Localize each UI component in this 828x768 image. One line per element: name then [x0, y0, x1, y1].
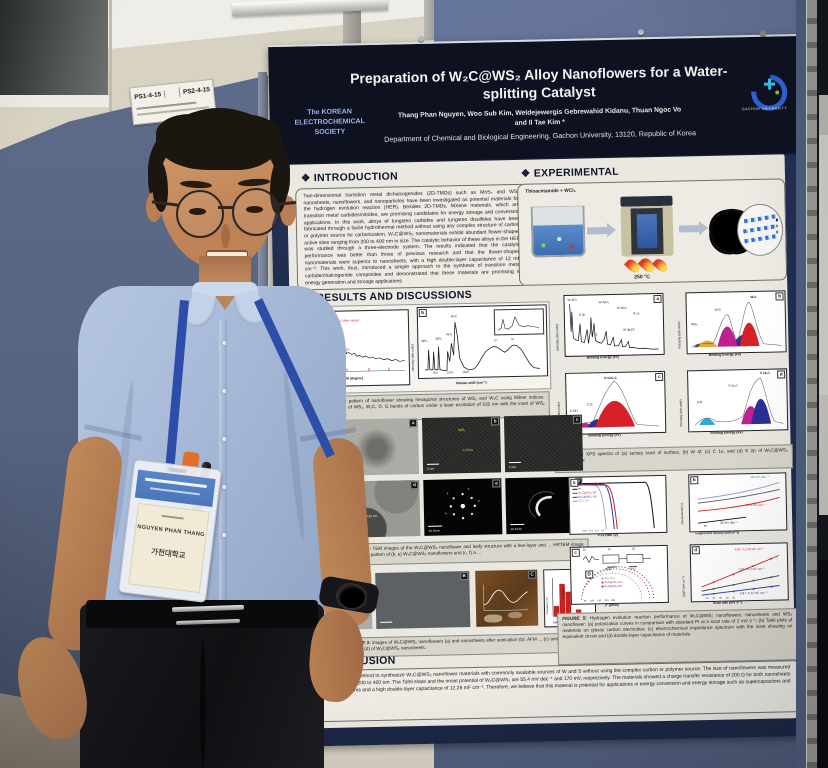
fig5-polarization-panel: a Pt W₂C@WS₂ NF W₂C@WS₂ NS WS₂ NFs -0.6 … [568, 474, 668, 535]
cdl-lines [701, 555, 780, 596]
fig5-cdl-panel: d Cdl = 12.28 mF cm⁻² Cdl = 6.2 mF cm⁻² … [689, 542, 789, 603]
fig4-s2p-panel: d S-O S 2p₁/₂ S 2p₃/₂ [687, 368, 789, 433]
person-eye-right [246, 206, 263, 213]
person-pants-crease [200, 640, 206, 768]
wall-seam [109, 0, 112, 180]
xps-c1s-peaks [573, 380, 660, 428]
fig5-tafel-panel: b 80 mV dec⁻¹ 55.4 mV dec⁻¹ 31 mV dec⁻¹ … [688, 472, 788, 533]
person-glasses-bridge [218, 206, 234, 209]
adjacent-poster-sliver [819, 95, 828, 515]
person-temple-hair-left [152, 160, 168, 212]
badge-name: NGUYEN PHAN THANG [136, 524, 206, 539]
figure4: Intensity (arb.units) a W 4f₇/₂ S 2p S 2… [551, 288, 792, 445]
fig4-survey-panel: a W 4f₇/₂ S 2p S 2s W 4d₅/₂ W 4p₃/₂ O 1s… [563, 292, 665, 357]
raman-inset [493, 308, 545, 336]
badge-card: NGUYEN PHAN THANG 가천대학교 [128, 502, 210, 594]
xps-s2p-peaks [694, 377, 784, 426]
shirt-button-5 [221, 532, 227, 538]
raman-curve [424, 322, 541, 371]
shirt-button-2 [221, 388, 227, 394]
badge-header-line-1 [144, 477, 207, 489]
shirt-button-4 [221, 484, 227, 490]
saed-panel-e: e 10 1/nm [423, 478, 503, 536]
fig4-c1s-panel: c C-OH C-O C=C/C-C [565, 370, 667, 435]
saed-panel-f: f 10 1/nm [505, 476, 585, 535]
person-eye-left [189, 208, 206, 215]
xps-w4f-peaks [691, 301, 782, 348]
frame-pole [806, 0, 818, 768]
name-badge: NGUYEN PHAN THANG 가천대학교 [118, 459, 222, 603]
polarization-curves [575, 481, 655, 530]
person-fringe [156, 114, 282, 170]
shirt-button-1 [221, 340, 227, 346]
fig4-w4f-panel: b WO₃ W-S W-C [685, 290, 787, 355]
badge-hole [168, 467, 187, 474]
person-nose-shadow [221, 224, 230, 248]
saed-arc [528, 491, 555, 518]
fig1-raman-panel: b WS₂ SiO₂ W-C W-C D G 500 1000 1500 [416, 304, 549, 380]
fig3-afm-panel: C [475, 569, 539, 627]
afm-profile-inset [483, 584, 529, 611]
badge-affiliation: 가천대학교 [150, 546, 186, 561]
raman-inset-curve [497, 316, 540, 331]
figure5: Current density (mA cm⁻²) a Pt W₂C@WS₂ N… [554, 472, 797, 607]
board-right-gap [796, 0, 808, 768]
saed-spots [445, 488, 480, 520]
shirt-button-3 [221, 436, 227, 442]
nyquist-and-circuit [581, 554, 655, 600]
glass-frame [0, 95, 112, 107]
badge-number-line [161, 514, 184, 520]
adjacent-person-silhouette [818, 560, 828, 768]
figure2: a b WS₂ 0.27nm 2 nm c 2 nm d 0.32 nm 0.6… [339, 414, 589, 566]
badge-header-line-2 [149, 487, 200, 496]
person-shirt-placket [219, 320, 227, 616]
badge-header-band [134, 469, 216, 507]
xps-survey-curve [569, 303, 659, 350]
fig5-eis-panel: c Rs R1 R2 CPE1 CPE2 ◼ WS₂ NFs [569, 544, 669, 605]
tafel-lines [697, 482, 780, 524]
glass-panel [0, 0, 108, 97]
